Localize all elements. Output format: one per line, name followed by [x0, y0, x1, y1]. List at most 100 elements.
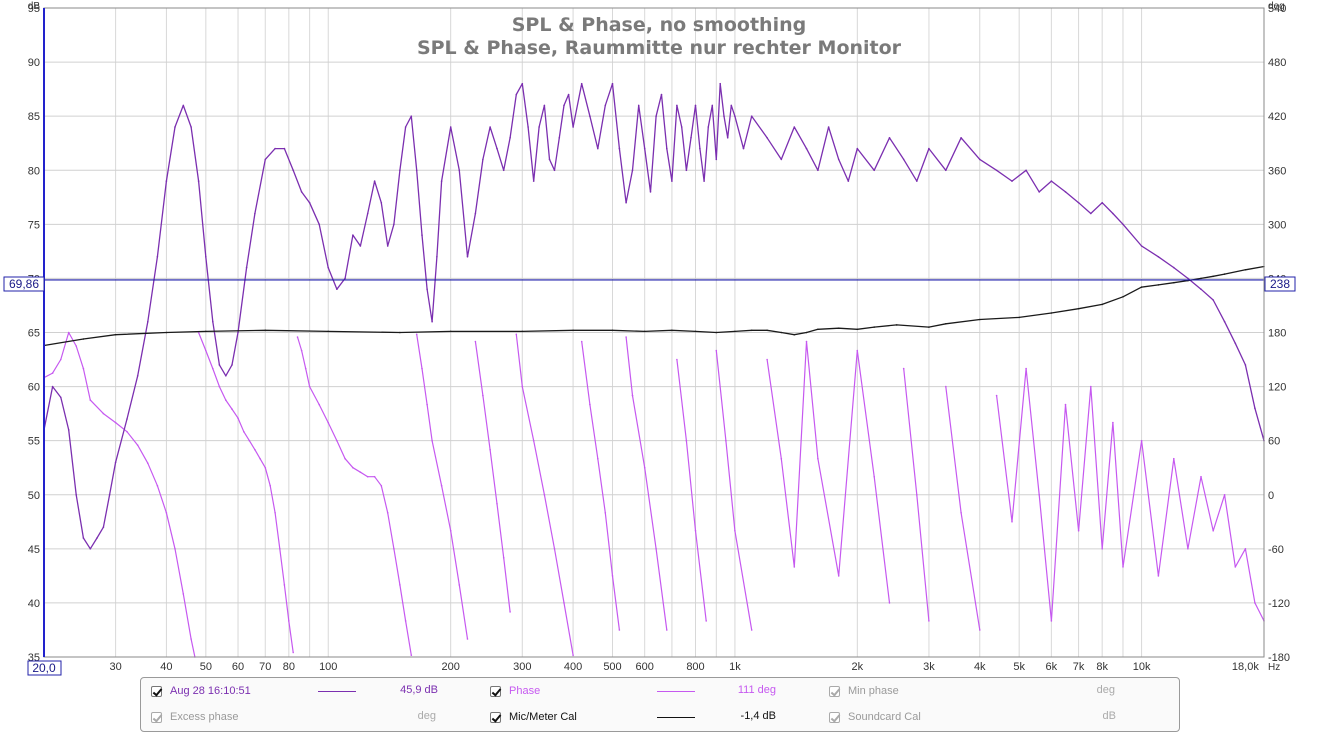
y-left-tick-label: 40: [28, 598, 40, 610]
data-point: [563, 602, 565, 604]
legend-swatch-measurement: [318, 691, 356, 692]
data-point: [482, 158, 484, 161]
data-point: [205, 255, 207, 258]
data-point: [902, 158, 905, 161]
legend-item-measurement[interactable]: Aug 28 16:10:51: [151, 683, 251, 699]
data-point: [1234, 342, 1237, 345]
cursor-x-value: 20,0: [32, 661, 56, 675]
data-point: [502, 557, 505, 559]
cursor-x-badge[interactable]: 20,0: [27, 660, 62, 676]
data-point: [847, 180, 850, 182]
data-point: [474, 340, 477, 343]
legend-item-excess-phase[interactable]: Excess phase: [151, 709, 238, 725]
legend-item-min-phase[interactable]: Min phase: [829, 683, 899, 699]
data-point: [254, 212, 256, 215]
measurement-checkbox[interactable]: [151, 685, 162, 697]
data-point: [190, 638, 192, 640]
x-tick-label: 4k: [974, 661, 986, 673]
data-point: [715, 158, 718, 161]
data-point: [703, 180, 705, 182]
data-point: [611, 82, 614, 85]
legend-item-mic-cal[interactable]: Mic/Meter Cal: [490, 709, 577, 725]
data-point: [1234, 566, 1237, 568]
x-tick-label: 40: [160, 661, 172, 673]
data-point: [1101, 201, 1103, 204]
data-point: [676, 104, 678, 107]
legend-item-phase[interactable]: Phase: [490, 683, 540, 699]
data-point: [515, 333, 518, 336]
data-point: [631, 169, 634, 172]
y-right-tick-label: 540: [1268, 3, 1286, 15]
y-right-unit: deg: [1268, 1, 1285, 12]
data-point: [916, 494, 918, 496]
data-point: [415, 169, 418, 172]
data-point: [404, 126, 407, 128]
data-point: [300, 349, 303, 352]
data-point: [308, 201, 311, 204]
data-point: [1212, 530, 1214, 532]
excess-phase-checkbox[interactable]: [151, 711, 162, 723]
x-tick-label: 30: [109, 661, 121, 673]
data-point: [366, 475, 369, 478]
data-point: [694, 530, 697, 532]
data-point: [567, 93, 570, 96]
data-point: [1025, 367, 1027, 370]
x-tick-label: 300: [513, 661, 531, 673]
data-point: [89, 399, 92, 401]
soundcard-cal-checkbox[interactable]: [829, 711, 840, 723]
data-point: [521, 330, 524, 333]
data-point: [1200, 475, 1202, 478]
legend-item-soundcard-cal[interactable]: Soundcard Cal: [829, 709, 921, 725]
y-right-tick-label: 60: [1268, 436, 1280, 448]
mic-cal-checkbox[interactable]: [490, 711, 501, 723]
data-point: [436, 255, 438, 258]
data-point: [750, 329, 753, 332]
data-point: [1157, 575, 1160, 577]
data-point: [237, 417, 239, 419]
x-tick-label: 5k: [1013, 661, 1025, 673]
x-tick-label: 70: [259, 661, 271, 673]
data-point: [327, 266, 330, 269]
data-point: [676, 358, 678, 361]
data-point: [694, 330, 697, 333]
data-point: [489, 448, 491, 451]
legend-label: Mic/Meter Cal: [509, 711, 577, 723]
data-point: [458, 584, 461, 586]
data-point: [393, 223, 395, 226]
data-point: [126, 430, 128, 433]
data-point: [1244, 548, 1247, 550]
data-point: [1244, 269, 1247, 271]
data-point: [827, 126, 830, 128]
y-left-tick-label: 85: [28, 111, 40, 123]
data-point: [404, 620, 407, 622]
data-point: [283, 584, 286, 586]
data-point: [218, 364, 221, 366]
data-point: [580, 340, 583, 343]
data-point: [489, 126, 491, 128]
data-point: [928, 147, 930, 150]
data-point: [711, 104, 714, 107]
data-point: [421, 234, 423, 236]
legend-swatch-phase: [657, 691, 695, 692]
cursor-left-badge[interactable]: 69,86: [3, 276, 45, 292]
data-point: [327, 421, 330, 424]
data-point: [231, 364, 233, 366]
data-point: [156, 484, 159, 487]
x-unit: Hz: [1268, 662, 1280, 673]
data-point: [51, 385, 54, 388]
data-point: [205, 330, 207, 333]
data-point: [136, 444, 139, 447]
data-point: [67, 429, 70, 431]
cursor-right-badge[interactable]: 238: [1264, 276, 1296, 292]
data-point: [589, 115, 591, 117]
data-point: [837, 575, 840, 577]
data-point: [1200, 288, 1202, 291]
data-point: [572, 329, 574, 332]
data-point: [817, 169, 819, 172]
data-point: [288, 620, 290, 622]
min-phase-checkbox[interactable]: [829, 685, 840, 697]
data-point: [440, 484, 443, 487]
phase-checkbox[interactable]: [490, 685, 501, 697]
data-point: [538, 126, 540, 128]
data-point: [558, 137, 561, 139]
